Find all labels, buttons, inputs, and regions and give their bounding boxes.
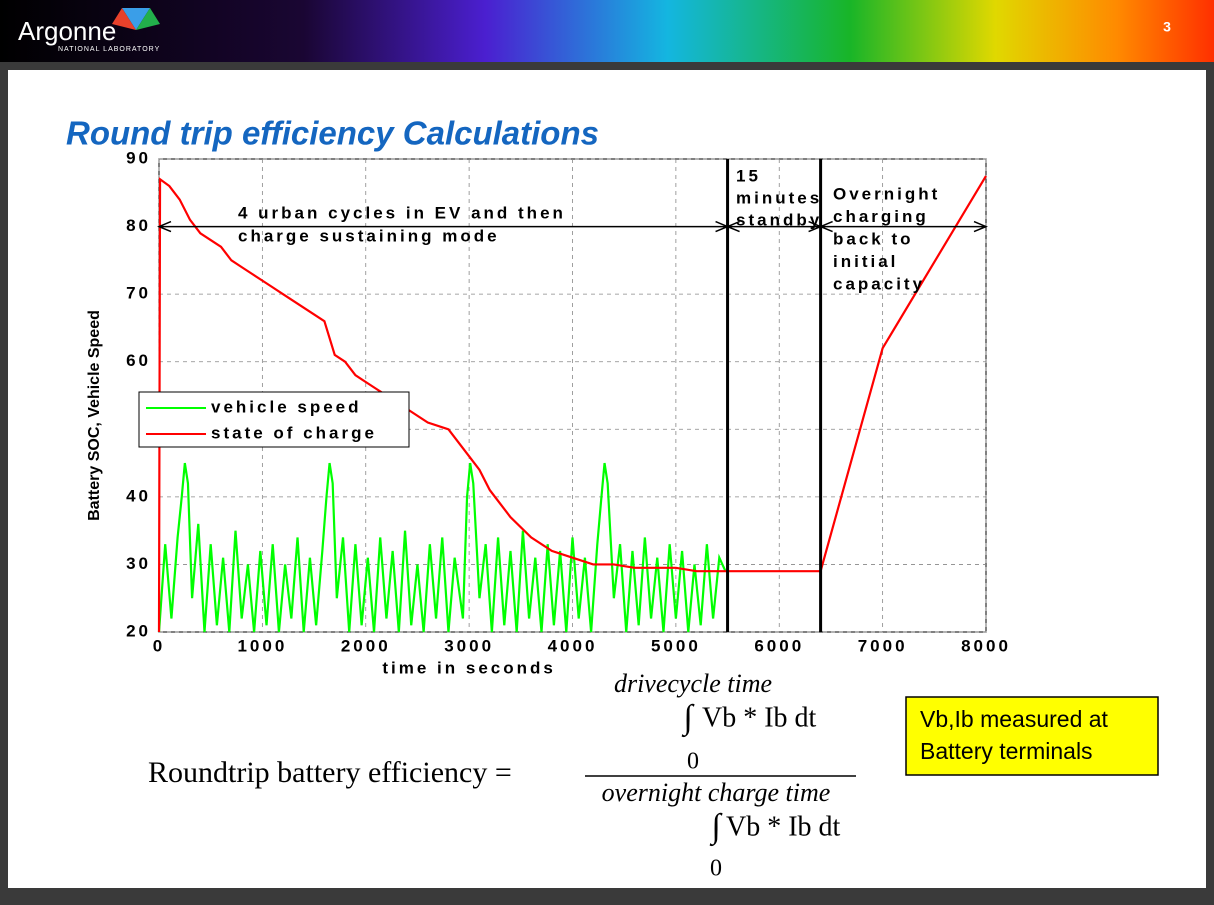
- logo-mark: [122, 8, 150, 30]
- x-axis-label: time in seconds: [382, 658, 555, 677]
- y-tick-label: 90: [126, 148, 151, 167]
- y-axis-label: Battery SOC, Vehicle Speed: [86, 310, 103, 521]
- formula-lhs: Roundtrip battery efficiency =: [148, 756, 512, 789]
- annotation: minutes: [736, 188, 822, 207]
- y-tick-label: 30: [126, 554, 151, 573]
- integrand: Vb * Ib dt: [726, 811, 841, 842]
- logo-sub: NATIONAL LABORATORY: [58, 46, 160, 53]
- annotation: charging: [833, 207, 929, 226]
- annotation: standby: [736, 210, 822, 229]
- y-tick-label: 60: [126, 351, 151, 370]
- integrand: Vb * Ib dt: [702, 702, 817, 733]
- annotation: initial: [833, 252, 898, 271]
- span-arrow: [818, 220, 988, 233]
- y-tick-label: 20: [126, 621, 151, 640]
- formula-upper: overnight charge time: [602, 778, 831, 807]
- legend-label: state of charge: [211, 423, 377, 442]
- logo-mark: [112, 8, 136, 30]
- legend-box: [138, 391, 410, 448]
- x-tick-label: 8000: [961, 636, 1011, 655]
- x-tick-label: 6000: [754, 636, 804, 655]
- y-tick-label: 70: [126, 284, 151, 303]
- annotation: capacity: [833, 274, 925, 293]
- page-number: 3: [1163, 19, 1171, 35]
- x-tick-label: 5000: [651, 636, 701, 655]
- x-tick-label: 0: [153, 636, 165, 655]
- logo-mark: [136, 8, 160, 30]
- x-tick-label: 2000: [341, 636, 391, 655]
- y-tick-label: 40: [126, 486, 151, 505]
- note-text: Battery terminals: [920, 738, 1093, 764]
- x-tick-label: 7000: [858, 636, 908, 655]
- formula-lower: 0: [710, 856, 722, 882]
- header-bar: [0, 0, 1214, 62]
- formula-lower: 0: [687, 749, 699, 775]
- integral: ∫: [681, 699, 695, 738]
- annotation: 15: [736, 166, 761, 185]
- x-tick-label: 3000: [444, 636, 494, 655]
- formula-upper: drivecycle time: [614, 669, 772, 698]
- annotation: Overnight: [833, 184, 940, 203]
- y-tick-label: 80: [126, 216, 151, 235]
- note-text: Vb,Ib measured at: [920, 706, 1109, 732]
- integral: ∫: [709, 808, 723, 847]
- annotation: back to: [833, 229, 914, 248]
- annotation: charge sustaining mode: [238, 226, 500, 245]
- logo: Argonne: [18, 16, 116, 46]
- x-tick-label: 1000: [237, 636, 287, 655]
- series-line: [157, 462, 727, 633]
- annotation: 4 urban cycles in EV and then: [238, 203, 566, 222]
- legend-label: vehicle speed: [211, 397, 362, 416]
- x-tick-label: 4000: [548, 636, 598, 655]
- note-box: [905, 696, 1159, 776]
- slide-title: Round trip efficiency Calculations: [66, 115, 599, 152]
